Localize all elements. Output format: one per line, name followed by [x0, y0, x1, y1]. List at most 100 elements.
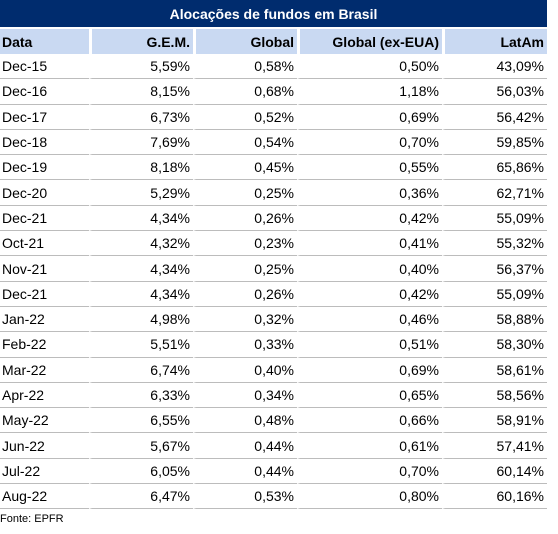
col-header-global-ex-eua: Global (ex-EUA) [297, 29, 442, 54]
global-cell: 0,48% [193, 408, 297, 434]
gem-cell: 6,47% [89, 484, 193, 510]
date-cell: Dec-16 [0, 79, 89, 105]
gem-cell: 4,34% [89, 205, 193, 232]
table-row: Mar-22 6,74% 0,40% 0,69% 58,61% [0, 357, 547, 383]
gem-cell: 5,29% [89, 180, 193, 206]
gem-cell: 4,34% [89, 281, 193, 307]
table-body: Dec-15 5,59% 0,58% 0,50% 43,09% Dec-16 8,15% 0,… [0, 54, 547, 510]
gem-cell: 6,55% [89, 408, 193, 434]
latam-cell: 56,42% [442, 104, 547, 130]
date-cell: Oct-21 [0, 231, 89, 257]
table-row: Nov-21 4,34% 0,25% 0,40% 56,37% [0, 256, 547, 282]
date-cell: Apr-22 [0, 383, 89, 409]
global-cell: 0,68% [193, 79, 297, 105]
latam-cell: 55,09% [442, 281, 547, 307]
gem-cell: 6,05% [89, 458, 193, 485]
gem-cell: 5,59% [89, 54, 193, 80]
date-cell: May-22 [0, 408, 89, 434]
allocation-table: Data G.E.M. Global Global (ex-EUA) LatAm… [0, 29, 547, 510]
global-cell: 0,25% [193, 256, 297, 282]
gem-cell: 4,32% [89, 231, 193, 257]
global-cell: 0,33% [193, 332, 297, 358]
global-ex-eua-cell: 0,69% [297, 357, 442, 383]
date-cell: Jan-22 [0, 307, 89, 333]
table-row: Dec-21 4,34% 0,26% 0,42% 55,09% [0, 205, 547, 232]
gem-cell: 6,74% [89, 357, 193, 383]
global-cell: 0,54% [193, 129, 297, 156]
global-ex-eua-cell: 0,55% [297, 155, 442, 181]
table-row: Feb-22 5,51% 0,33% 0,51% 58,30% [0, 332, 547, 358]
global-cell: 0,26% [193, 205, 297, 232]
latam-cell: 60,16% [442, 484, 547, 510]
latam-cell: 59,85% [442, 129, 547, 156]
latam-cell: 60,14% [442, 458, 547, 485]
global-ex-eua-cell: 0,36% [297, 180, 442, 206]
latam-cell: 57,41% [442, 433, 547, 459]
date-cell: Dec-17 [0, 105, 89, 130]
gem-cell: 6,73% [89, 104, 193, 130]
global-ex-eua-cell: 0,70% [297, 129, 442, 156]
col-header-global: Global [193, 29, 297, 54]
latam-cell: 56,03% [442, 79, 547, 105]
table-row: Oct-21 4,32% 0,23% 0,41% 55,32% [0, 231, 547, 257]
date-cell: Mar-22 [0, 358, 89, 383]
global-cell: 0,32% [193, 306, 297, 333]
global-ex-eua-cell: 0,70% [297, 458, 442, 485]
gem-cell: 8,15% [89, 79, 193, 105]
date-cell: Jul-22 [0, 459, 89, 485]
latam-cell: 65,86% [442, 155, 547, 181]
col-header-latam: LatAm [442, 29, 547, 54]
global-ex-eua-cell: 0,40% [297, 256, 442, 282]
table-row: Dec-19 8,18% 0,45% 0,55% 65,86% [0, 155, 547, 181]
gem-cell: 4,34% [89, 256, 193, 282]
table-row: May-22 6,55% 0,48% 0,66% 58,91% [0, 408, 547, 434]
table-row: Dec-18 7,69% 0,54% 0,70% 59,85% [0, 129, 547, 156]
latam-cell: 62,71% [442, 180, 547, 206]
global-ex-eua-cell: 0,61% [297, 433, 442, 459]
table-row: Aug-22 6,47% 0,53% 0,80% 60,16% [0, 484, 547, 510]
table-row: Dec-16 8,15% 0,68% 1,18% 56,03% [0, 79, 547, 105]
global-ex-eua-cell: 0,50% [297, 54, 442, 80]
global-cell: 0,26% [193, 281, 297, 307]
date-cell: Dec-19 [0, 155, 89, 181]
table-row: Dec-20 5,29% 0,25% 0,36% 62,71% [0, 180, 547, 206]
date-cell: Nov-21 [0, 256, 89, 282]
global-cell: 0,52% [193, 104, 297, 130]
global-ex-eua-cell: 0,42% [297, 281, 442, 307]
latam-cell: 58,91% [442, 408, 547, 434]
latam-cell: 58,61% [442, 357, 547, 383]
date-cell: Dec-21 [0, 282, 89, 307]
global-cell: 0,44% [193, 458, 297, 485]
latam-cell: 55,32% [442, 231, 547, 257]
header-row: Data G.E.M. Global Global (ex-EUA) LatAm [0, 29, 547, 54]
date-cell: Aug-22 [0, 484, 89, 510]
global-ex-eua-cell: 0,42% [297, 205, 442, 232]
gem-cell: 4,98% [89, 306, 193, 333]
table-row: Dec-15 5,59% 0,58% 0,50% 43,09% [0, 54, 547, 80]
col-header-gem: G.E.M. [89, 29, 193, 54]
gem-cell: 5,67% [89, 433, 193, 459]
table-row: Dec-17 6,73% 0,52% 0,69% 56,42% [0, 104, 547, 130]
date-cell: Dec-21 [0, 206, 89, 232]
global-cell: 0,44% [193, 433, 297, 459]
global-cell: 0,40% [193, 357, 297, 383]
global-ex-eua-cell: 0,65% [297, 382, 442, 409]
latam-cell: 43,09% [442, 54, 547, 80]
global-cell: 0,58% [193, 54, 297, 80]
gem-cell: 6,33% [89, 382, 193, 409]
gem-cell: 5,51% [89, 332, 193, 358]
global-ex-eua-cell: 0,66% [297, 408, 442, 434]
gem-cell: 8,18% [89, 155, 193, 181]
table-title: Alocações de fundos em Brasil [0, 0, 547, 27]
global-ex-eua-cell: 1,18% [297, 79, 442, 105]
date-cell: Feb-22 [0, 332, 89, 358]
global-ex-eua-cell: 0,69% [297, 104, 442, 130]
date-cell: Jun-22 [0, 433, 89, 459]
table-row: Jun-22 5,67% 0,44% 0,61% 57,41% [0, 433, 547, 459]
global-cell: 0,53% [193, 484, 297, 510]
latam-cell: 58,30% [442, 332, 547, 358]
date-cell: Dec-15 [0, 54, 89, 80]
global-ex-eua-cell: 0,80% [297, 484, 442, 510]
latam-cell: 58,88% [442, 306, 547, 333]
